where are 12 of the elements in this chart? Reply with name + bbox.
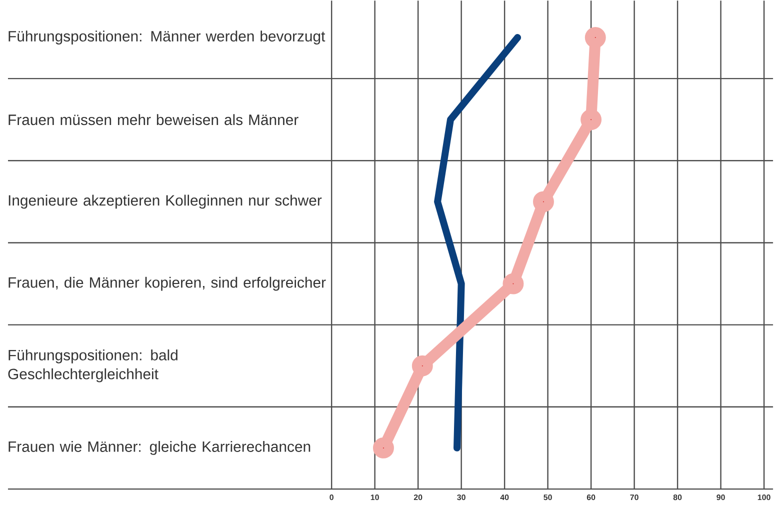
point	[412, 355, 433, 376]
y-tick-label: Frauen wie Männer: gleiche Karrierechancen	[8, 441, 310, 455]
y-tick-label: Frauen müssen mehr beweisen als Männer	[8, 114, 298, 126]
point	[533, 191, 554, 212]
y-tick-label: Ingenieure akzeptieren Kolleginnen nur schwer	[8, 194, 322, 209]
point	[584, 27, 606, 48]
point	[580, 109, 602, 130]
y-tick-label: Frauen, die Männer kopieren, sind erfolgreicher	[8, 276, 326, 291]
point	[502, 273, 524, 294]
y-tick-label: Führungspositionen: bald Geschlechtergleichheit	[8, 349, 178, 382]
point	[372, 437, 394, 458]
y-tick-label: Führungspositionen: Männer werden bevorzugt	[8, 30, 326, 45]
